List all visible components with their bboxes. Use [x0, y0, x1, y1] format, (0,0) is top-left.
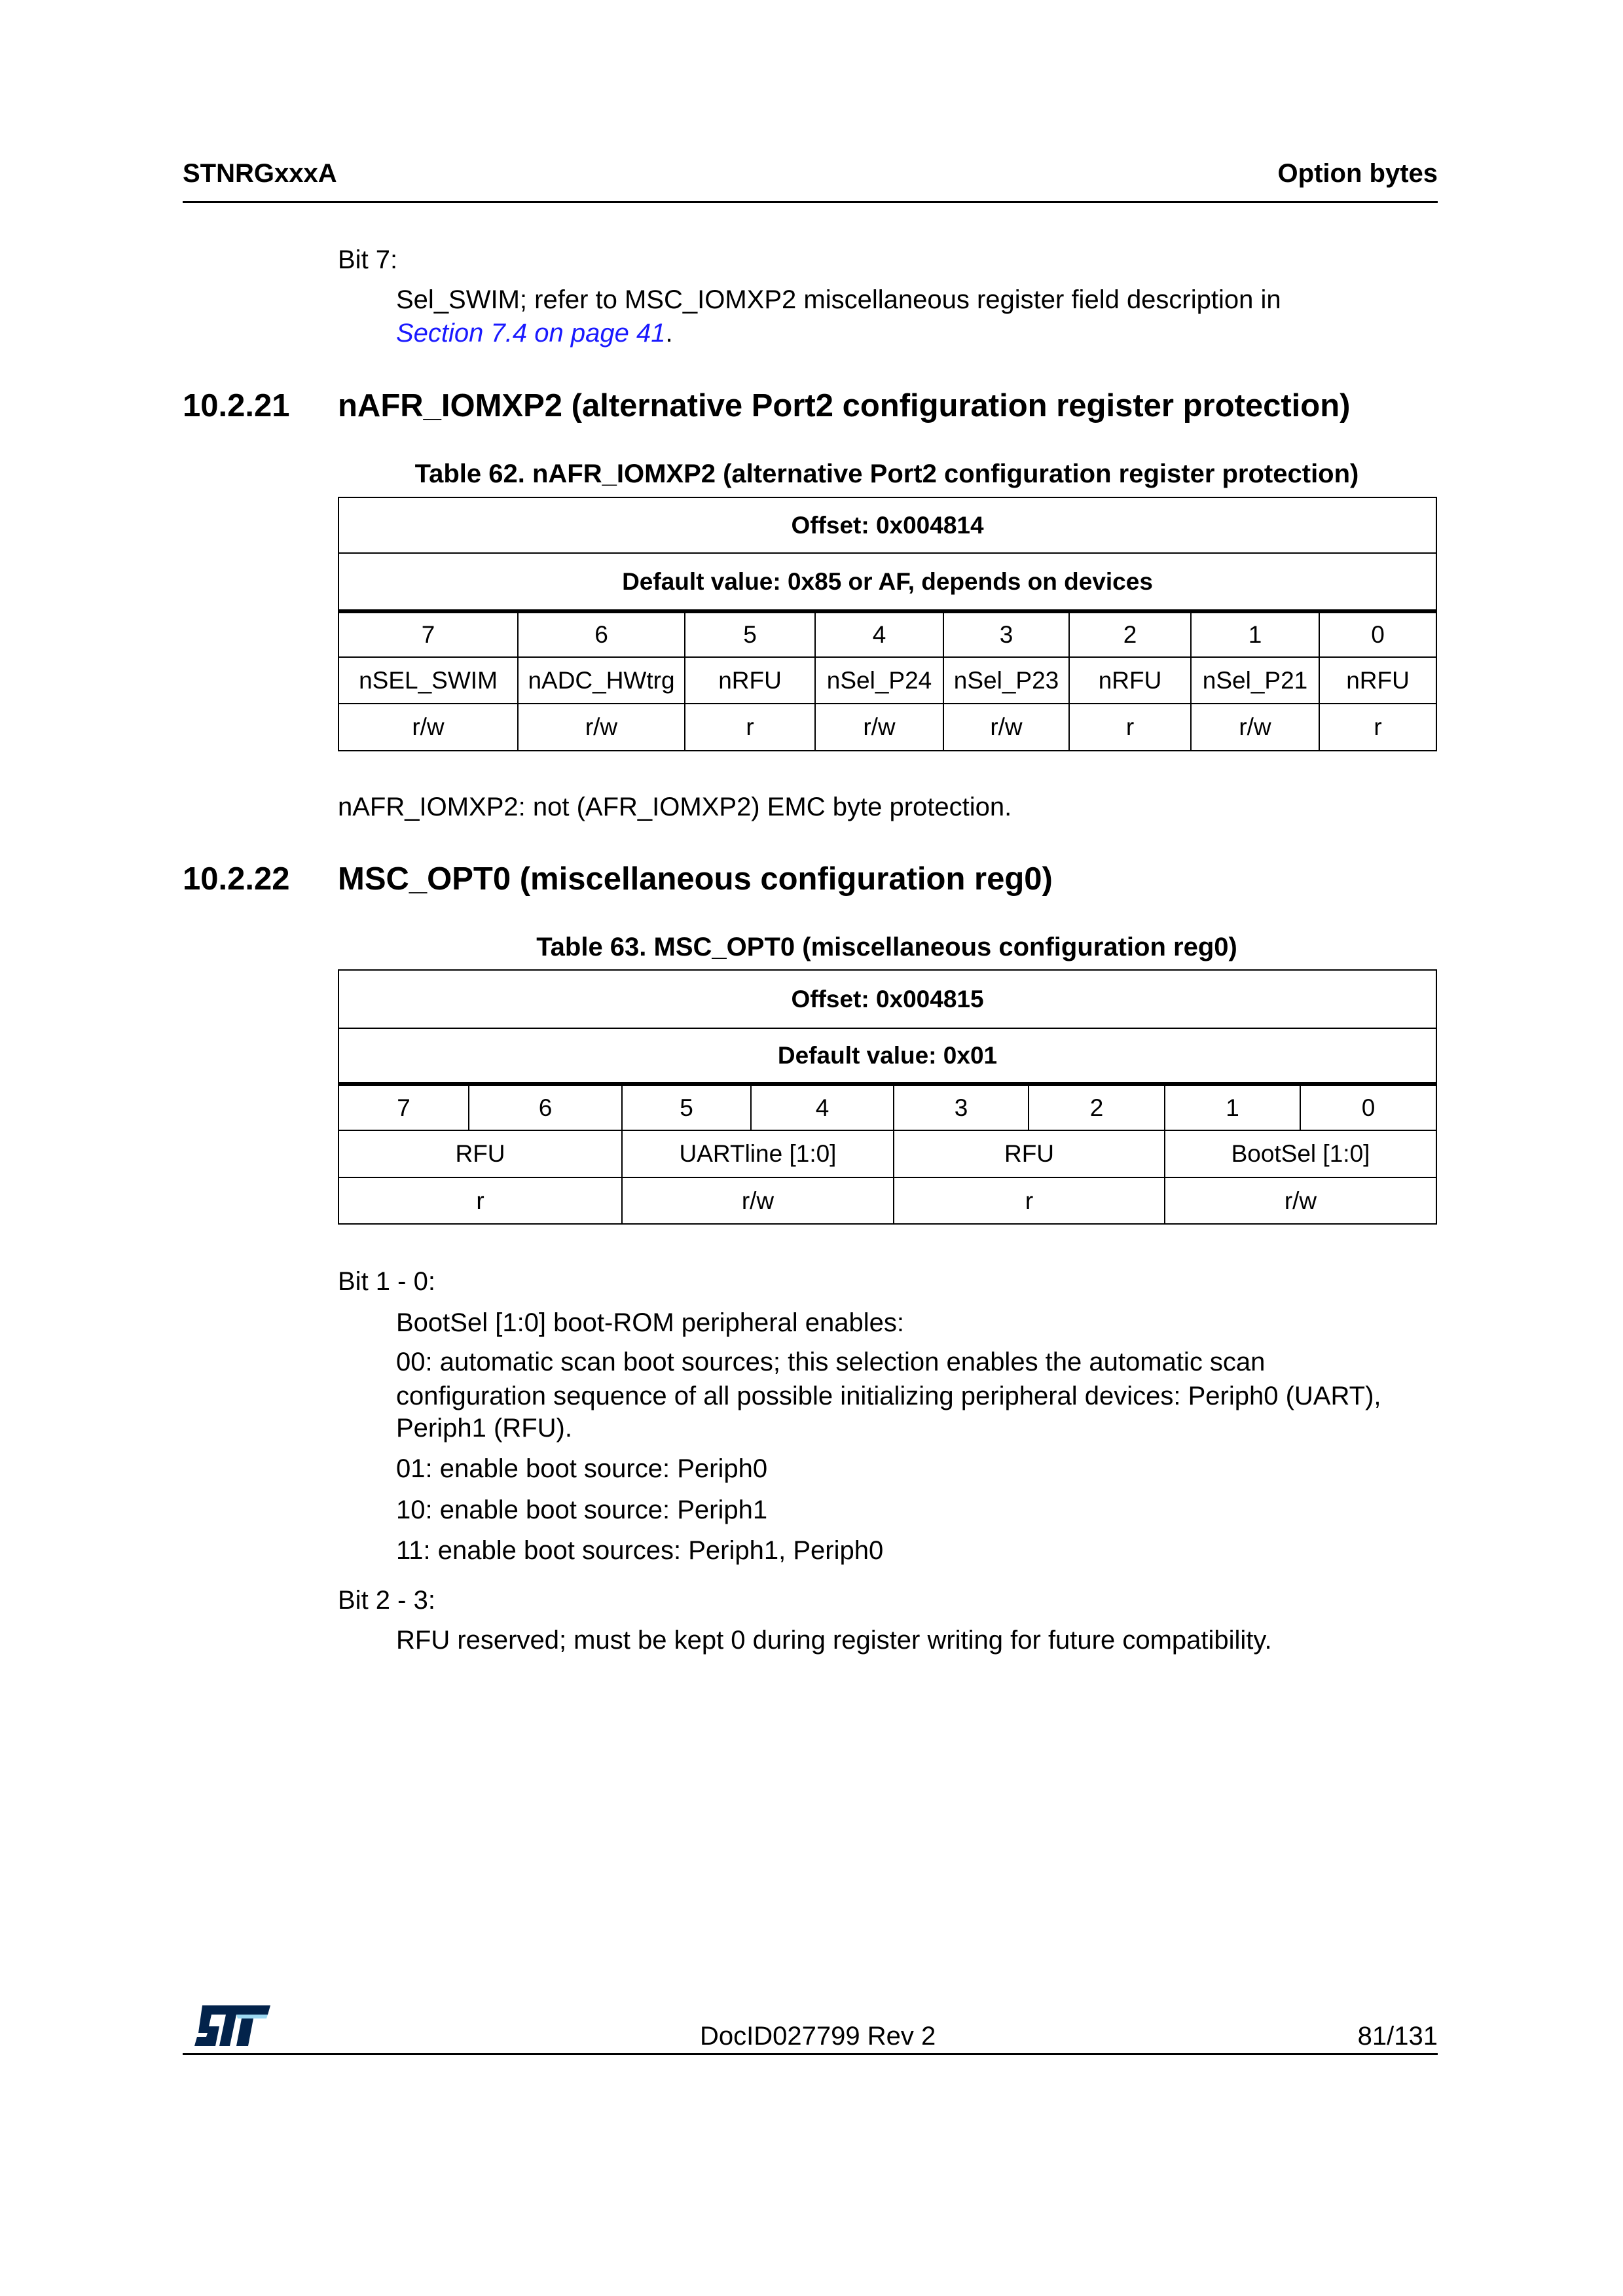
section-number: 10.2.22	[183, 861, 290, 897]
bit-cell: 7	[338, 1083, 469, 1131]
bit-cell: 0	[1300, 1083, 1437, 1131]
section-number: 10.2.21	[183, 388, 290, 423]
section-title: MSC_OPT0 (miscellaneous configuration re…	[338, 861, 1053, 897]
bit-cell: 5	[621, 1083, 752, 1131]
bit-cell: 4	[750, 1083, 894, 1131]
bit-cell: 1	[1190, 611, 1320, 658]
bit-cell: 6	[517, 611, 685, 658]
default-value-cell: Default value: 0x85 or AF, depends on de…	[338, 552, 1437, 613]
bit-desc: Periph1 (RFU).	[396, 1414, 572, 1443]
field-cell: nSEL_SWIM	[338, 656, 519, 704]
field-cell: nRFU	[1319, 656, 1437, 704]
access-cell: r	[338, 1177, 623, 1225]
section-title: nAFR_IOMXP2 (alternative Port2 configura…	[338, 388, 1351, 423]
access-cell: r/w	[517, 703, 685, 751]
footer-page-number: 81/131	[1357, 2022, 1438, 2051]
offset-cell: Offset: 0x004814	[338, 497, 1437, 554]
table-note: nAFR_IOMXP2: not (AFR_IOMXP2) EMC byte p…	[338, 793, 1012, 821]
table-caption: Table 63. MSC_OPT0 (miscellaneous config…	[536, 933, 1237, 961]
default-value-cell: Default value: 0x01	[338, 1028, 1437, 1086]
bit-cell: 5	[684, 611, 816, 658]
bit7-link-line: Section 7.4 on page 41.	[396, 319, 673, 348]
bit-cell: 3	[943, 611, 1070, 658]
bit-desc: 10: enable boot source: Periph1	[396, 1496, 768, 1524]
access-cell: r	[1319, 703, 1437, 751]
bit-cell: 6	[468, 1083, 623, 1131]
field-cell: RFU	[338, 1130, 623, 1178]
field-cell: UARTline [1:0]	[621, 1130, 894, 1178]
bit-cell: 4	[814, 611, 944, 658]
field-cell: nSel_P21	[1190, 656, 1320, 704]
field-cell: nRFU	[1068, 656, 1192, 704]
field-cell: BootSel [1:0]	[1164, 1130, 1437, 1178]
footer-rule	[183, 2053, 1438, 2055]
bit-desc: 01: enable boot source: Periph0	[396, 1454, 768, 1483]
header-rule	[183, 201, 1438, 203]
bit-desc: 11: enable boot sources: Periph1, Periph…	[396, 1536, 884, 1565]
field-cell: nRFU	[684, 656, 816, 704]
register-table-62: Offset: 0x004814 Default value: 0x85 or …	[338, 497, 1437, 751]
access-cell: r/w	[621, 1177, 894, 1225]
bit-desc: RFU reserved; must be kept 0 during regi…	[396, 1626, 1272, 1655]
access-cell: r/w	[1190, 703, 1320, 751]
field-cell: nSel_P23	[943, 656, 1070, 704]
access-cell: r	[893, 1177, 1165, 1225]
field-cell: RFU	[893, 1130, 1165, 1178]
offset-cell: Offset: 0x004815	[338, 969, 1437, 1029]
bit7-text: Sel_SWIM; refer to MSC_IOMXP2 miscellane…	[396, 285, 1281, 314]
bit-desc: BootSel [1:0] boot-ROM peripheral enable…	[396, 1308, 904, 1337]
st-logo	[194, 2005, 270, 2046]
section-link[interactable]: Section 7.4 on page 41	[396, 319, 666, 348]
bit-cell: 3	[893, 1083, 1029, 1131]
access-cell: r/w	[338, 703, 519, 751]
footer-docid: DocID027799 Rev 2	[700, 2022, 936, 2051]
bit-cell: 2	[1028, 1083, 1165, 1131]
bit-label: Bit 2 - 3:	[338, 1586, 435, 1615]
access-cell: r/w	[943, 703, 1070, 751]
access-cell: r	[684, 703, 816, 751]
bit-desc: configuration sequence of all possible i…	[396, 1382, 1381, 1410]
bit7-label: Bit 7:	[338, 245, 398, 274]
table-caption: Table 62. nAFR_IOMXP2 (alternative Port2…	[414, 459, 1359, 488]
header-doc-title: STNRGxxxA	[183, 159, 337, 188]
bit-cell: 0	[1319, 611, 1437, 658]
access-cell: r/w	[1164, 1177, 1437, 1225]
bit-cell: 2	[1068, 611, 1192, 658]
access-cell: r	[1068, 703, 1192, 751]
header-section-title: Option bytes	[1277, 159, 1438, 188]
bit-cell: 7	[338, 611, 519, 658]
bit-desc: 00: automatic scan boot sources; this se…	[396, 1348, 1266, 1376]
field-cell: nSel_P24	[814, 656, 944, 704]
bit-cell: 1	[1164, 1083, 1301, 1131]
access-cell: r/w	[814, 703, 944, 751]
field-cell: nADC_HWtrg	[517, 656, 685, 704]
bit-label: Bit 1 - 0:	[338, 1267, 435, 1296]
